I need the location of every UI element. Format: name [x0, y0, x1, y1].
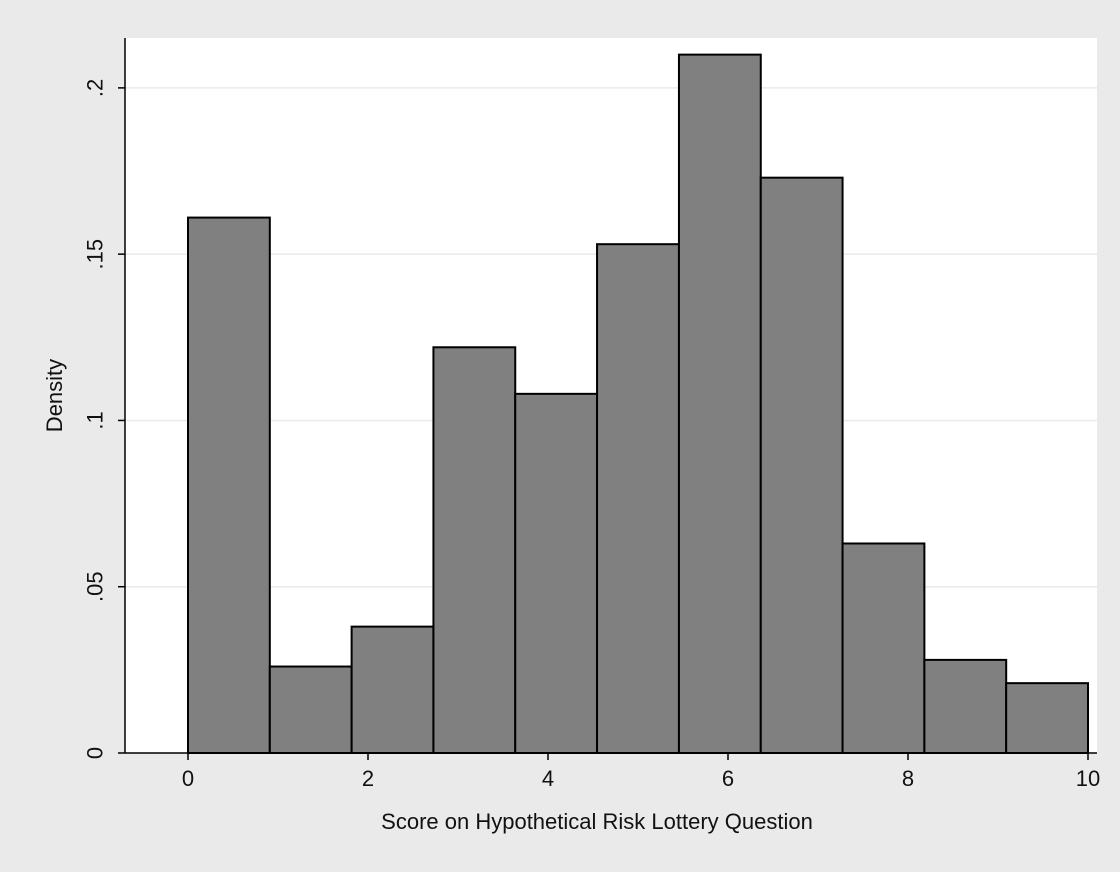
histogram-bar-3: [432, 346, 517, 754]
histogram-bar-0: [187, 216, 271, 754]
histogram-bar-5: [596, 243, 680, 755]
axes: [124, 38, 1097, 754]
histogram-bar-1: [268, 665, 353, 755]
x-tick-label-4: 8: [902, 766, 914, 791]
x-tick-label-5: 10: [1076, 766, 1100, 791]
histogram-bar-2: [350, 625, 435, 755]
y-axis-ticks: 0 .05 .1 .15 .2: [83, 79, 125, 759]
x-axis-title: Score on Hypothetical Risk Lottery Quest…: [381, 809, 813, 834]
histogram-bar-4: [514, 392, 599, 754]
histogram-bar-8: [841, 542, 926, 754]
y-tick-label-2: .1: [83, 411, 108, 429]
y-tick-label-3: .15: [83, 239, 108, 270]
x-tick-label-2: 4: [542, 766, 554, 791]
x-tick-label-0: 0: [182, 766, 194, 791]
histogram-bar-10: [1005, 682, 1089, 754]
y-tick-label-1: .05: [83, 571, 108, 602]
x-tick-label-3: 6: [722, 766, 734, 791]
x-axis-ticks: 0 2 4 6 8 10: [182, 753, 1100, 791]
y-tick-label-0: 0: [83, 747, 108, 759]
histogram-bars: [187, 53, 1089, 755]
y-tick-label-4: .2: [83, 79, 108, 97]
histogram-bar-7: [759, 176, 844, 754]
y-axis-title: Density: [42, 359, 67, 432]
x-tick-label-1: 2: [362, 766, 374, 791]
histogram-bar-6: [677, 53, 762, 754]
histogram-bar-9: [923, 658, 1008, 755]
